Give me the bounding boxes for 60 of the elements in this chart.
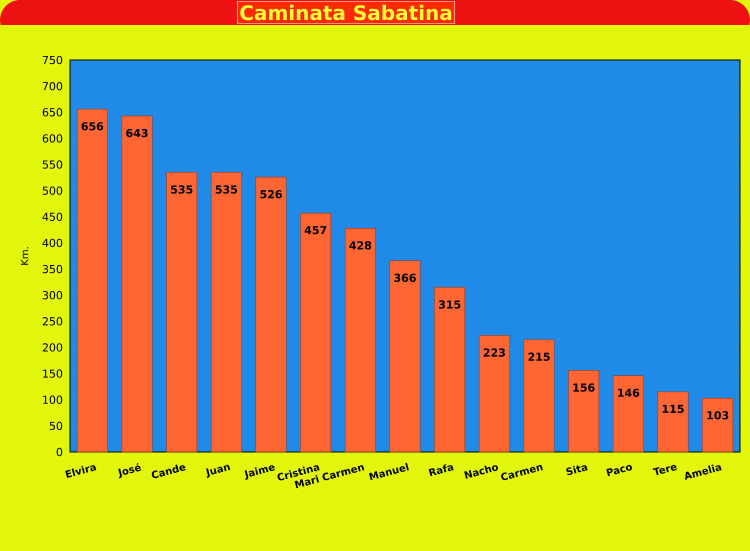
data-label: 535 <box>171 185 192 194</box>
data-label: 526 <box>260 190 282 198</box>
bar <box>478 335 510 452</box>
x-tick-label: Jaime <box>244 465 275 480</box>
data-label: 223 <box>484 348 505 357</box>
y-tick-label: 750 <box>42 56 62 64</box>
x-tick-label: José <box>118 462 141 478</box>
y-tick-label: 550 <box>42 160 62 169</box>
y-tick-label: 250 <box>42 317 62 326</box>
data-label: 156 <box>573 383 595 392</box>
data-label: 656 <box>82 122 104 130</box>
bar <box>300 212 332 452</box>
data-label: 535 <box>216 185 238 194</box>
bar <box>434 287 466 452</box>
data-label: 146 <box>618 388 640 397</box>
y-tick-label: 400 <box>42 238 62 248</box>
data-label: 428 <box>349 241 372 250</box>
y-tick-label: 50 <box>50 422 62 430</box>
y-tick-label: 0 <box>56 448 62 456</box>
bar <box>122 116 152 452</box>
bar <box>612 375 644 452</box>
bar <box>568 370 600 452</box>
bar <box>76 108 108 452</box>
x-tick-label: Nacho <box>464 465 498 479</box>
bar <box>658 392 688 452</box>
y-tick-label: 150 <box>43 369 62 378</box>
y-axis-title: Km. <box>20 247 28 265</box>
y-tick-label: 100 <box>43 396 62 404</box>
x-tick-label: Sita <box>566 465 588 476</box>
y-tick-label: 200 <box>42 343 62 352</box>
x-tick-label: Rafa <box>428 464 454 476</box>
bar <box>256 176 286 452</box>
data-label: 103 <box>707 411 728 420</box>
data-label: 457 <box>304 226 326 234</box>
y-tick-label: 700 <box>42 82 62 90</box>
x-tick-label: Juan <box>206 464 230 478</box>
y-tick-label: 650 <box>42 108 62 116</box>
y-tick-label: 350 <box>42 264 62 274</box>
y-tick-label: 300 <box>42 291 62 300</box>
data-label: 643 <box>126 128 148 138</box>
bar <box>524 339 554 452</box>
x-tick-label: Tere <box>652 464 677 476</box>
bar <box>390 260 420 452</box>
y-tick-label: 600 <box>42 134 62 143</box>
x-tick-label: Paco <box>606 464 632 476</box>
data-label: 366 <box>394 274 416 282</box>
bar <box>702 398 734 452</box>
x-tick-label: Elvira <box>65 465 96 478</box>
bar <box>210 172 242 452</box>
x-tick-label: Carmen <box>501 464 543 480</box>
chart-title: Caminata Sabatina <box>240 4 452 20</box>
y-tick-label: 500 <box>42 186 62 195</box>
data-label: 215 <box>528 352 550 361</box>
x-tick-label: Cande <box>152 464 186 478</box>
x-tick-label: Amelia <box>685 464 722 480</box>
bar <box>166 172 198 452</box>
bar <box>344 228 376 452</box>
data-label: 115 <box>662 404 684 414</box>
y-tick-label: 450 <box>42 212 62 221</box>
data-label: 315 <box>438 300 460 309</box>
